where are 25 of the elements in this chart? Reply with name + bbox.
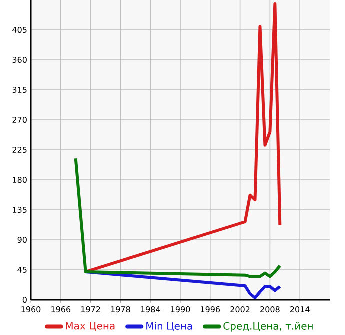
x-tick-label: 2002 [230,306,250,313]
y-tick-label: 0 [22,296,27,304]
y-tick-label: 405 [12,26,27,34]
legend-label: Max Цена [66,322,115,332]
y-tick-label: 90 [18,236,27,244]
x-tick-label: 1966 [52,306,71,313]
y-tick-label: 225 [12,146,27,154]
y-tick-label: 270 [12,116,27,124]
x-tick-label: 2008 [260,306,280,313]
x-tick-label: 2014 [290,306,310,313]
line-series [84,2,282,274]
x-tick-label: 1960 [22,306,41,313]
x-tick-label: 1978 [111,306,130,313]
y-tick-label: 180 [13,176,27,184]
line-series [74,157,282,278]
y-tick-label: 360 [12,56,27,64]
x-tick-label: 1996 [201,306,220,313]
y-tick-label: 135 [13,206,27,214]
legend-label: Min Цена [146,322,192,332]
x-tick-label: 1990 [171,306,190,313]
x-tick-label: 1984 [141,306,160,313]
x-tick-label: 1972 [82,306,100,313]
y-tick-label: 45 [18,267,27,273]
y-tick-label: 315 [12,86,27,94]
legend-label: Сред.Цена, т.йен [224,322,313,332]
